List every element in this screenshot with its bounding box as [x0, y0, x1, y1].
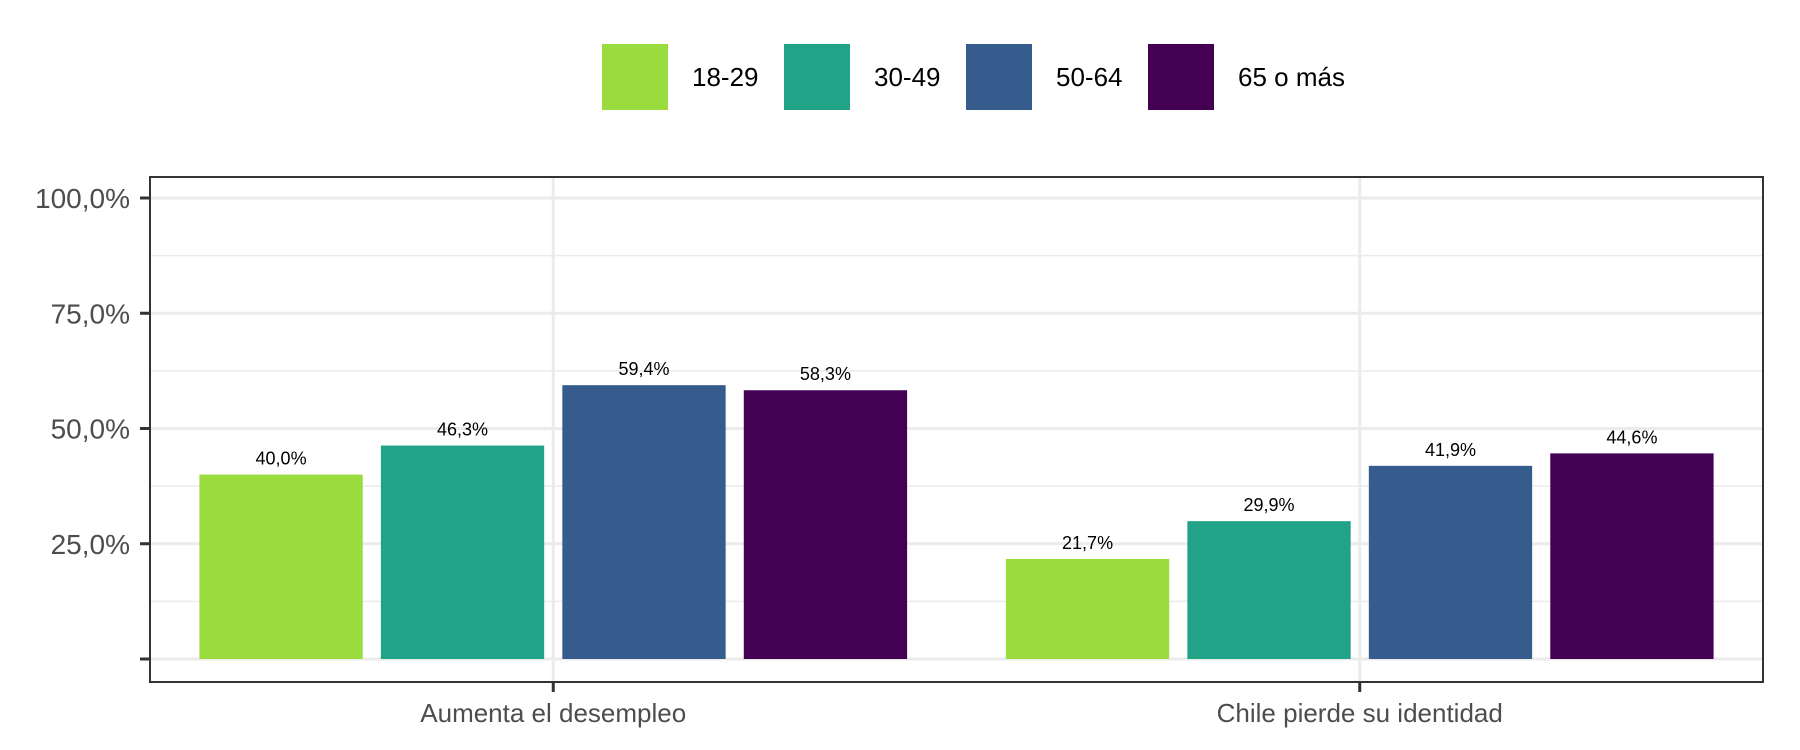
legend-label-18-29: 18-29 [692, 62, 759, 92]
bar [562, 385, 726, 659]
legend-label-50-64: 50-64 [1056, 62, 1123, 92]
data-label: 44,6% [1606, 427, 1657, 447]
data-label: 46,3% [437, 420, 488, 440]
x-tick-label: Chile pierde su identidad [1217, 698, 1503, 728]
legend-label-30-49: 30-49 [874, 62, 941, 92]
data-label: 40,0% [256, 449, 307, 469]
y-tick-label: 100,0% [35, 183, 130, 214]
bar [1005, 558, 1170, 659]
y-tick-label: 25,0% [51, 529, 130, 560]
legend-key-30-49 [784, 44, 850, 110]
bar [1187, 521, 1351, 659]
data-label: 58,3% [800, 364, 851, 384]
y-tick-label: 75,0% [51, 298, 130, 329]
legend-label-65-o-mas: 65 o más [1238, 62, 1345, 92]
bar [199, 474, 363, 659]
legend-key-50-64 [966, 44, 1032, 110]
bar [1368, 465, 1533, 659]
bar [743, 390, 908, 659]
data-label: 21,7% [1062, 533, 1113, 553]
data-label: 59,4% [618, 359, 669, 379]
bar [1550, 453, 1714, 659]
y-tick-label: 50,0% [51, 414, 130, 445]
legend: 18-29 30-49 50-64 65 o más [0, 44, 1800, 110]
data-label: 41,9% [1425, 440, 1476, 460]
legend-key-18-29 [602, 44, 668, 110]
data-label: 29,9% [1243, 495, 1294, 515]
x-tick-label: Aumenta el desempleo [420, 698, 686, 728]
bar [380, 445, 545, 659]
legend-key-65-o-mas [1148, 44, 1214, 110]
